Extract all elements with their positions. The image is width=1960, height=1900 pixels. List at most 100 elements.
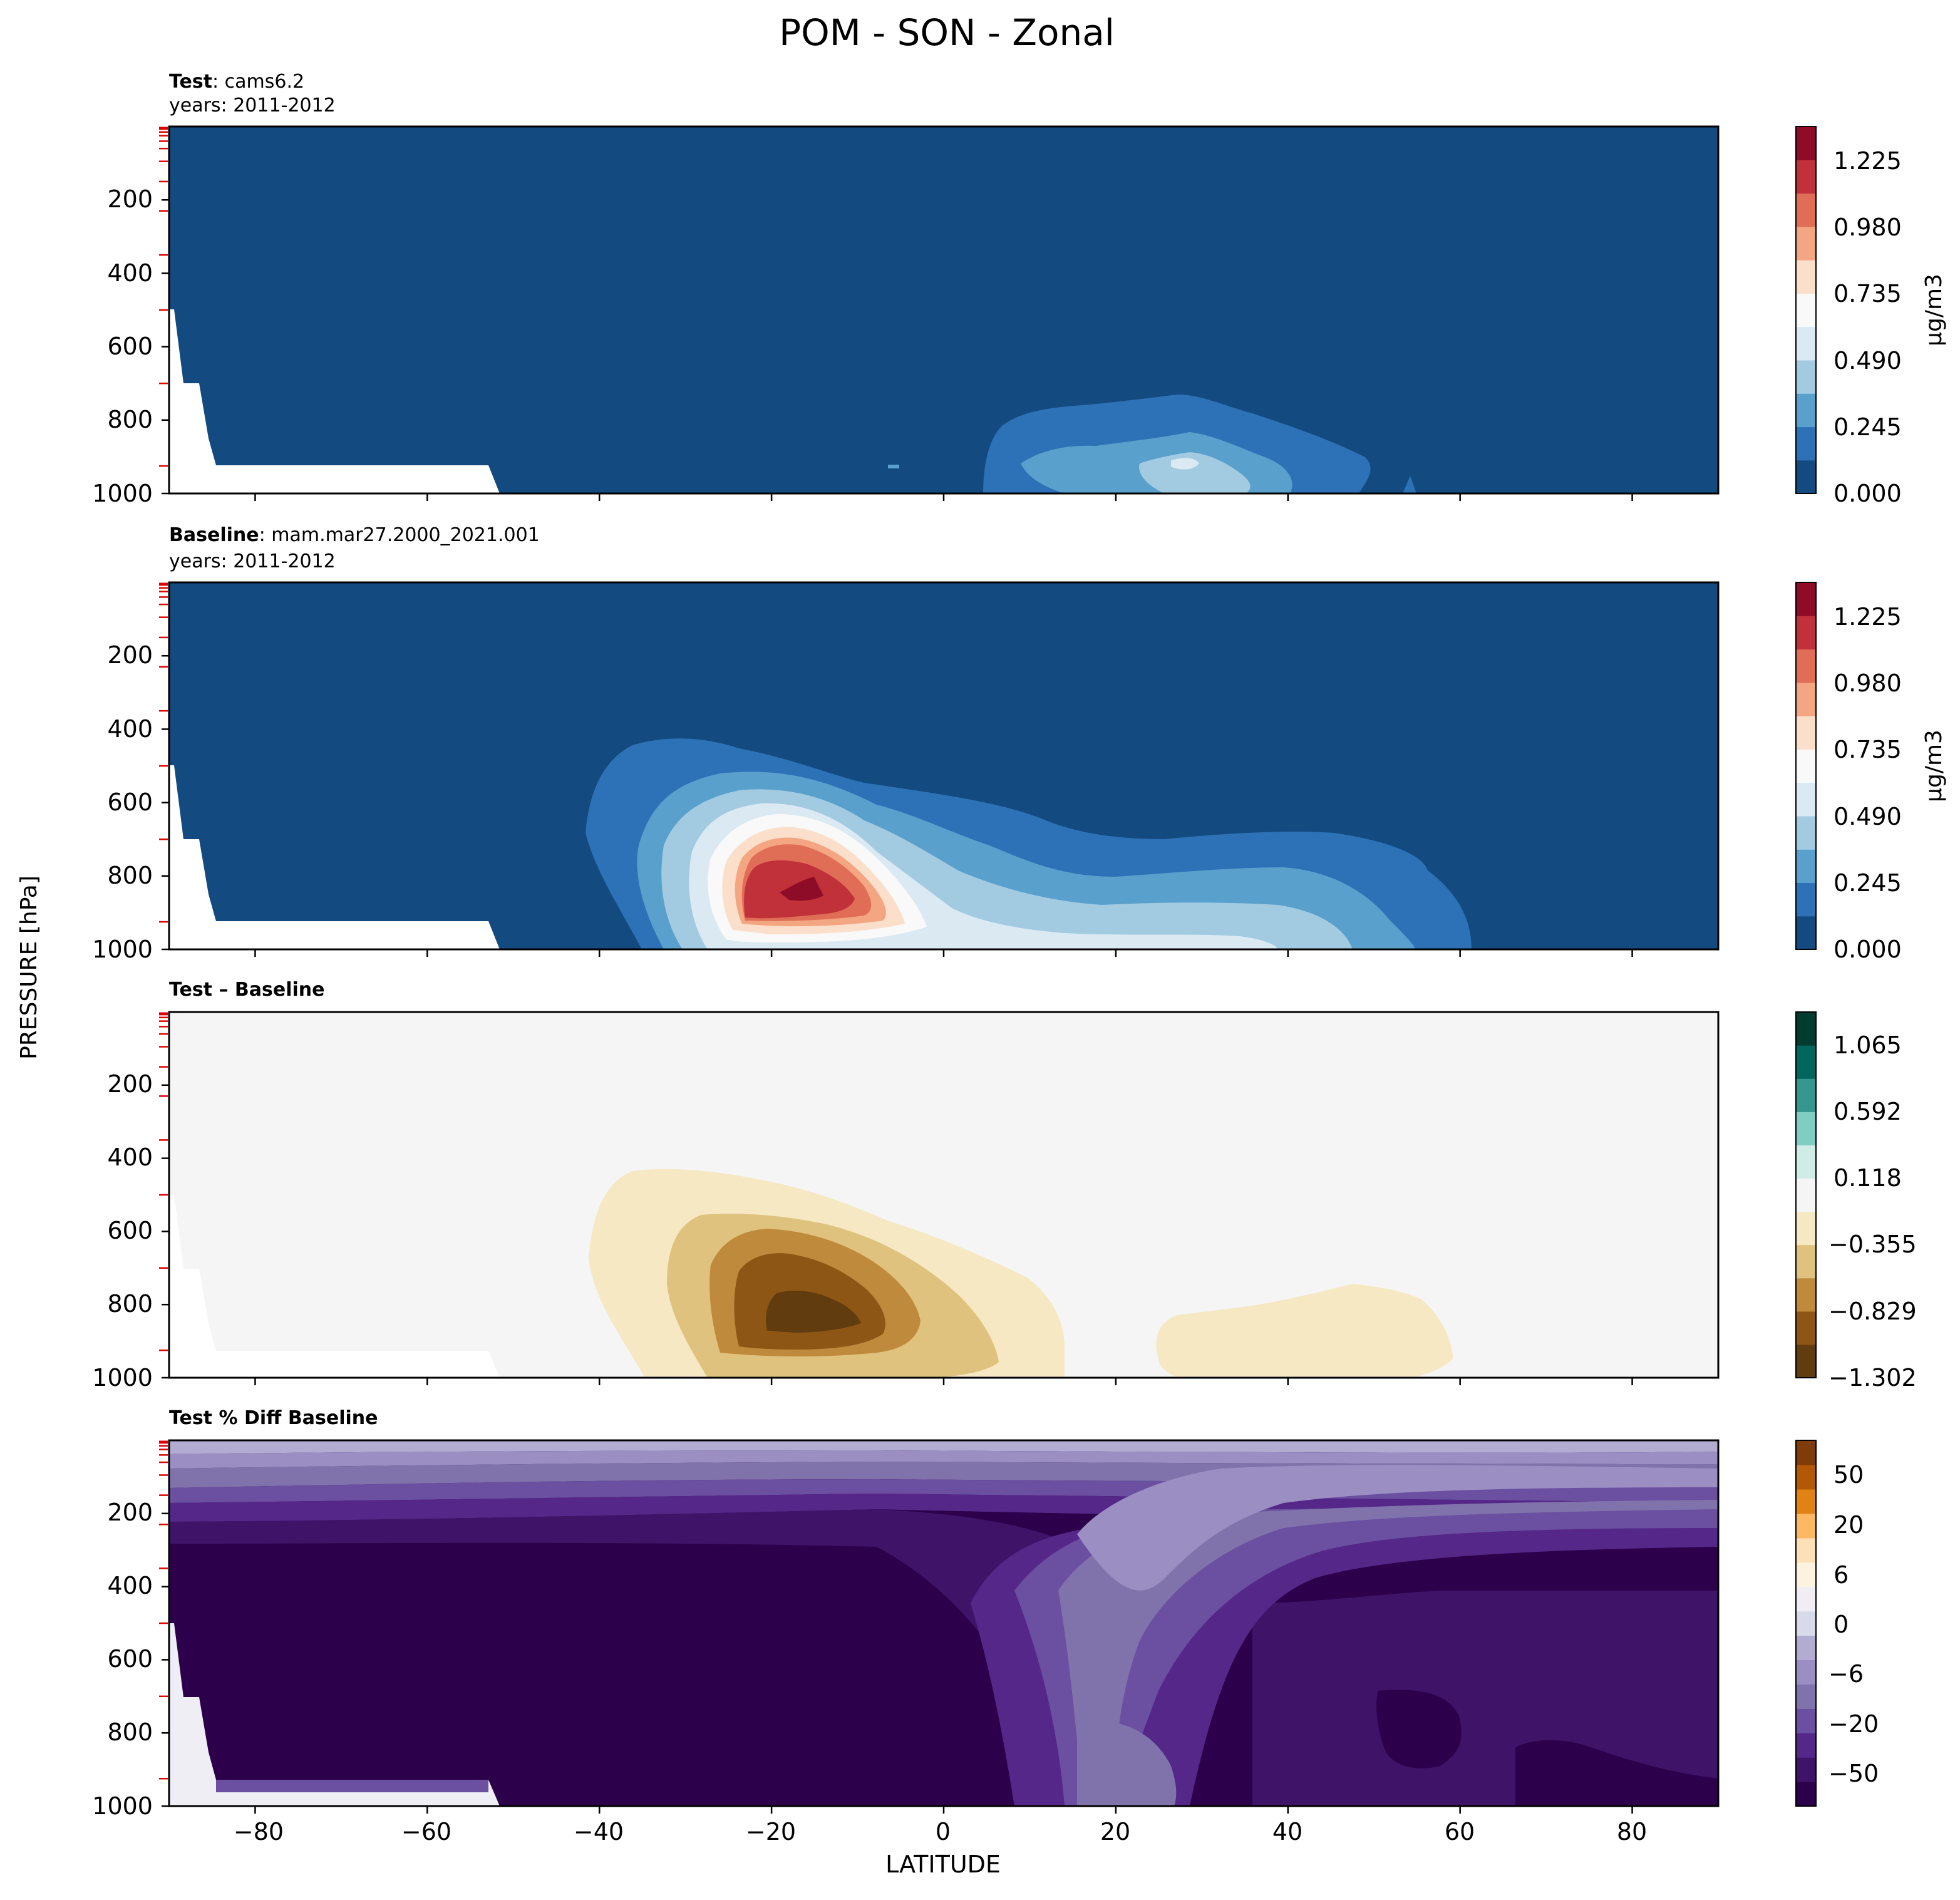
colorbar-swatch xyxy=(1796,582,1816,616)
diff-missing-region xyxy=(169,1195,500,1378)
pctdiff-band-top-6 xyxy=(169,1509,1115,1806)
y-tick-label: 400 xyxy=(107,715,153,743)
colorbar-tick-label: −0.355 xyxy=(1828,1231,1917,1258)
y-tick-label: 600 xyxy=(107,1217,153,1244)
y-tick-label: 800 xyxy=(107,1290,153,1318)
colorbar-swatch xyxy=(1796,226,1816,261)
pctdiff-band-mid-7 xyxy=(1376,1690,1462,1768)
colorbar-swatch xyxy=(1796,1178,1816,1212)
colorbar-tick-label: 0.735 xyxy=(1834,280,1902,307)
panel-pctdiff-y-ticks: 200 400 600 800 1000 xyxy=(92,1499,153,1820)
y-tick-label: 200 xyxy=(107,641,153,669)
x-tick-label: −40 xyxy=(574,1818,624,1846)
y-tick-label: 200 xyxy=(107,1499,153,1526)
colorbar-swatch xyxy=(1796,1537,1816,1563)
colorbar-swatch xyxy=(1796,1244,1816,1279)
colorbar-swatch xyxy=(1796,460,1816,494)
colorbar-swatch xyxy=(1796,1708,1816,1733)
colorbar-tick-label: 1.225 xyxy=(1834,603,1902,631)
colorbar-swatch xyxy=(1796,260,1816,294)
y-tick-label: 400 xyxy=(107,259,153,287)
colorbar-swatch xyxy=(1796,815,1816,850)
colorbar-swatch xyxy=(1796,426,1816,461)
y-tick-label: 600 xyxy=(107,333,153,360)
colorbar-tick-label: −50 xyxy=(1828,1760,1879,1787)
colorbar-swatch xyxy=(1796,1635,1816,1660)
colorbar-swatch xyxy=(1796,782,1816,817)
colorbar-swatch xyxy=(1796,1045,1816,1079)
panel-diff-y-ticks: 200 400 600 800 1000 xyxy=(92,1070,153,1391)
colorbar-swatch xyxy=(1796,682,1816,716)
test-contour-band-6 xyxy=(1403,476,1416,493)
colorbar-swatch xyxy=(1796,1489,1816,1514)
colorbar-swatch xyxy=(1796,193,1816,227)
colorbar-swatch xyxy=(1796,849,1816,884)
colorbar-swatch xyxy=(1796,1145,1816,1179)
colorbar-swatch xyxy=(1796,359,1816,394)
colorbar-diff-swatches xyxy=(1796,1012,1816,1378)
panel-diff-tick-marks xyxy=(159,1012,1633,1385)
panel-test-field xyxy=(169,126,1718,493)
pctdiff-missing-edge xyxy=(216,1780,488,1792)
colorbar-tick-label: −0.829 xyxy=(1828,1298,1917,1325)
panel-pctdiff-title: Test % Diff Baseline xyxy=(169,1407,378,1429)
x-tick-label: −60 xyxy=(401,1818,451,1846)
colorbar-tick-label: 20 xyxy=(1834,1511,1864,1539)
colorbar-tick-label: 1.225 xyxy=(1834,147,1902,175)
colorbar-swatch xyxy=(1796,326,1816,361)
y-tick-label: 1000 xyxy=(92,936,153,963)
panel-diff: Test – Baseline 200 400 600 800 1000 −1.… xyxy=(92,979,1916,1391)
x-tick-label: 20 xyxy=(1100,1818,1130,1846)
colorbar-tick-label: 0.118 xyxy=(1834,1164,1902,1192)
colorbar-swatch xyxy=(1796,1782,1816,1807)
colorbar-swatch xyxy=(1796,882,1816,917)
colorbar-pctdiff: −50 −20 −6 0 6 20 50 xyxy=(1795,1440,1879,1807)
pctdiff-band-mid-8 xyxy=(1515,1740,1718,1806)
test-contour-background xyxy=(169,126,1718,493)
colorbar-tick-label: 0 xyxy=(1834,1611,1849,1638)
colorbar-baseline-label: μg/m3 xyxy=(1921,730,1947,802)
y-tick-label: 1000 xyxy=(92,1792,153,1820)
panel-baseline-tick-marks xyxy=(159,582,1633,957)
y-tick-label: 400 xyxy=(107,1144,153,1171)
colorbar-tick-label: 0.000 xyxy=(1834,480,1902,507)
colorbar-test-label: μg/m3 xyxy=(1921,274,1947,346)
x-axis-label: LATITUDE xyxy=(885,1851,1001,1878)
y-tick-label: 600 xyxy=(107,1645,153,1673)
colorbar-tick-label: 0.490 xyxy=(1834,803,1902,830)
panel-test: Test: cams6.2 years: 2011-2012 200 400 6… xyxy=(92,71,1947,507)
x-tick-labels: −80 −60 −40 −20 0 20 40 60 80 xyxy=(234,1818,1647,1846)
colorbar-tick-label: 0.980 xyxy=(1834,214,1902,241)
x-tick-label: 60 xyxy=(1445,1818,1475,1846)
colorbar-swatch xyxy=(1796,1078,1816,1112)
pctdiff-band-top-2 xyxy=(169,1450,1718,1469)
panel-pctdiff-field xyxy=(169,1440,1718,1806)
colorbar-swatch xyxy=(1796,1112,1816,1145)
panel-baseline: Baseline: mam.mar27.2000_2021.001 years:… xyxy=(92,524,1947,963)
colorbar-swatch xyxy=(1796,160,1816,194)
colorbar-swatch xyxy=(1796,1440,1816,1465)
y-tick-label: 800 xyxy=(107,862,153,889)
panel-baseline-field xyxy=(169,582,1718,949)
test-missing-region xyxy=(169,309,500,493)
colorbar-tick-label: 0.592 xyxy=(1834,1098,1902,1125)
colorbar-pctdiff-swatches xyxy=(1796,1440,1816,1807)
colorbar-swatch xyxy=(1796,293,1816,328)
colorbar-tick-label: 0.490 xyxy=(1834,347,1902,374)
colorbar-baseline: 0.000 0.245 0.490 0.735 0.980 1.225 μg/m… xyxy=(1795,582,1947,963)
colorbar-swatch xyxy=(1796,1757,1816,1782)
colorbar-swatch xyxy=(1796,1211,1816,1246)
colorbar-diff: −1.302 −0.829 −0.355 0.118 0.592 1.065 xyxy=(1795,1011,1917,1391)
colorbar-tick-label: −20 xyxy=(1828,1710,1879,1738)
colorbar-tick-label: 0.245 xyxy=(1834,413,1902,441)
panel-test-subtitle: years: 2011-2012 xyxy=(169,95,336,116)
colorbar-pctdiff-frame xyxy=(1795,1440,1817,1807)
colorbar-swatch xyxy=(1796,916,1816,950)
colorbar-swatch xyxy=(1796,1311,1816,1345)
pctdiff-band-top-1 xyxy=(169,1440,1718,1454)
panel-pctdiff-tick-marks xyxy=(159,1440,1633,1814)
colorbar-swatch xyxy=(1796,1611,1816,1636)
pctdiff-band-mid-3 xyxy=(1014,1506,1718,1806)
x-tick-label: 80 xyxy=(1617,1818,1647,1846)
